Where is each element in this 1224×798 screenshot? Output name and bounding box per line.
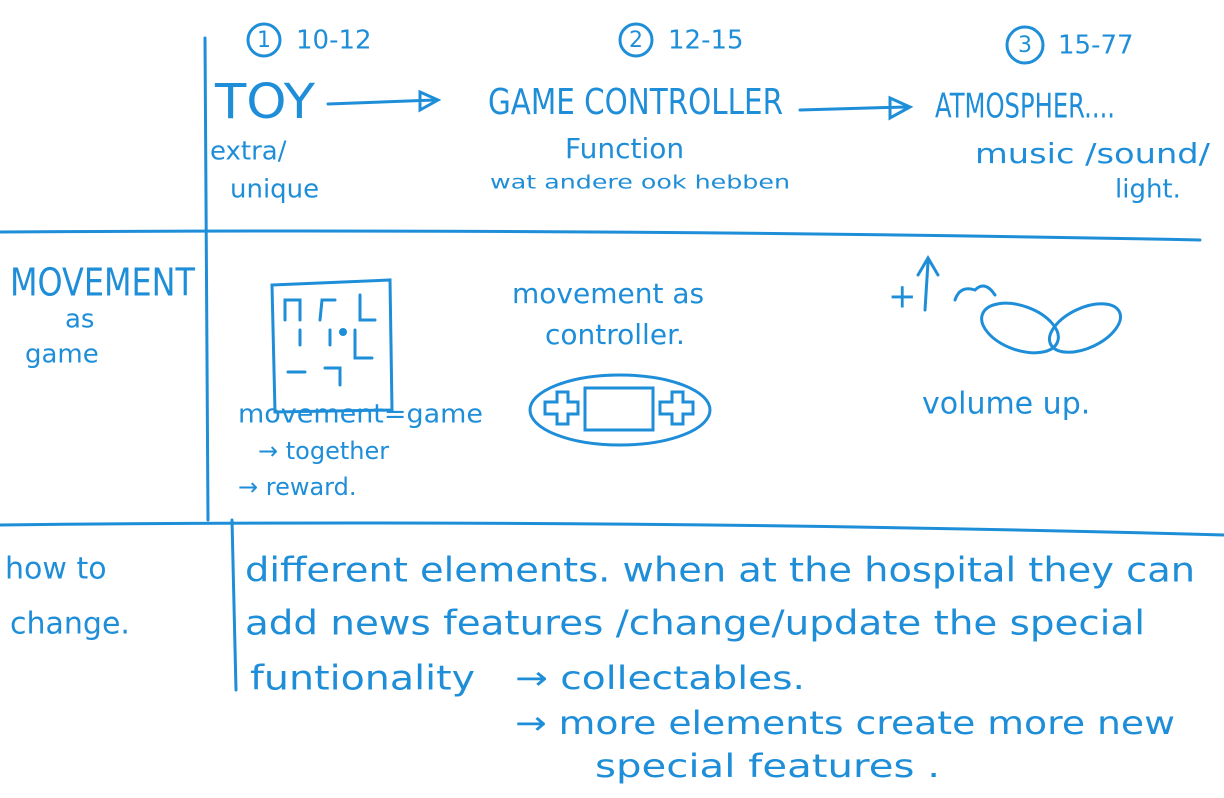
cell-text: + — [888, 277, 917, 317]
body-text: different elements. when at the hospital… — [245, 551, 1195, 591]
number-circle — [246, 22, 282, 58]
row-label: how to — [5, 552, 107, 587]
arrow — [326, 89, 442, 113]
row-divider — [0, 521, 1224, 537]
column-note: music /sound/ — [975, 137, 1211, 170]
volume-drawing — [916, 255, 1122, 355]
column-number: 3 — [1018, 33, 1032, 58]
cell-text: → reward. — [238, 473, 357, 501]
column-number: 1 — [257, 28, 271, 53]
maze-drawing — [270, 278, 394, 414]
age-range: 10-12 — [296, 26, 372, 56]
row-label: MOVEMENT — [10, 261, 196, 305]
row-label: game — [25, 340, 99, 370]
column-title: ATMOSPHER.... — [935, 87, 1115, 127]
row-divider — [0, 229, 1202, 242]
row-label: change. — [10, 607, 130, 642]
row-label: as — [65, 305, 94, 335]
body-text: funtionality — [250, 659, 475, 699]
cell-text: → together — [258, 437, 389, 465]
column-title: GAME CONTROLLER — [488, 82, 783, 123]
cell-text: controller. — [545, 318, 685, 351]
body-text: add news features /change/update the spe… — [245, 604, 1145, 644]
number-circle — [618, 22, 654, 58]
cell-text: movement=game — [238, 400, 483, 430]
age-range: 15-77 — [1058, 31, 1134, 61]
age-range: 12-15 — [668, 26, 744, 56]
body-text: → more elements create more new — [515, 704, 1175, 742]
column-note: wat andere ook hebben — [490, 172, 790, 194]
number-circle — [1005, 25, 1045, 65]
column-note: Function — [565, 132, 684, 165]
column-divider — [230, 518, 238, 692]
arrow — [798, 95, 914, 121]
column-divider — [203, 36, 210, 522]
body-text: → collectables. — [515, 659, 805, 697]
column-note: unique — [230, 175, 319, 205]
column-note: extra/ — [210, 137, 287, 167]
column-note: light. — [1115, 175, 1181, 205]
cell-text: volume up. — [922, 387, 1090, 422]
cell-text: movement as — [512, 277, 704, 310]
controller-drawing — [528, 373, 712, 447]
column-number: 2 — [629, 28, 643, 53]
body-text: special features . — [595, 747, 940, 785]
column-title: TOY — [214, 74, 316, 130]
